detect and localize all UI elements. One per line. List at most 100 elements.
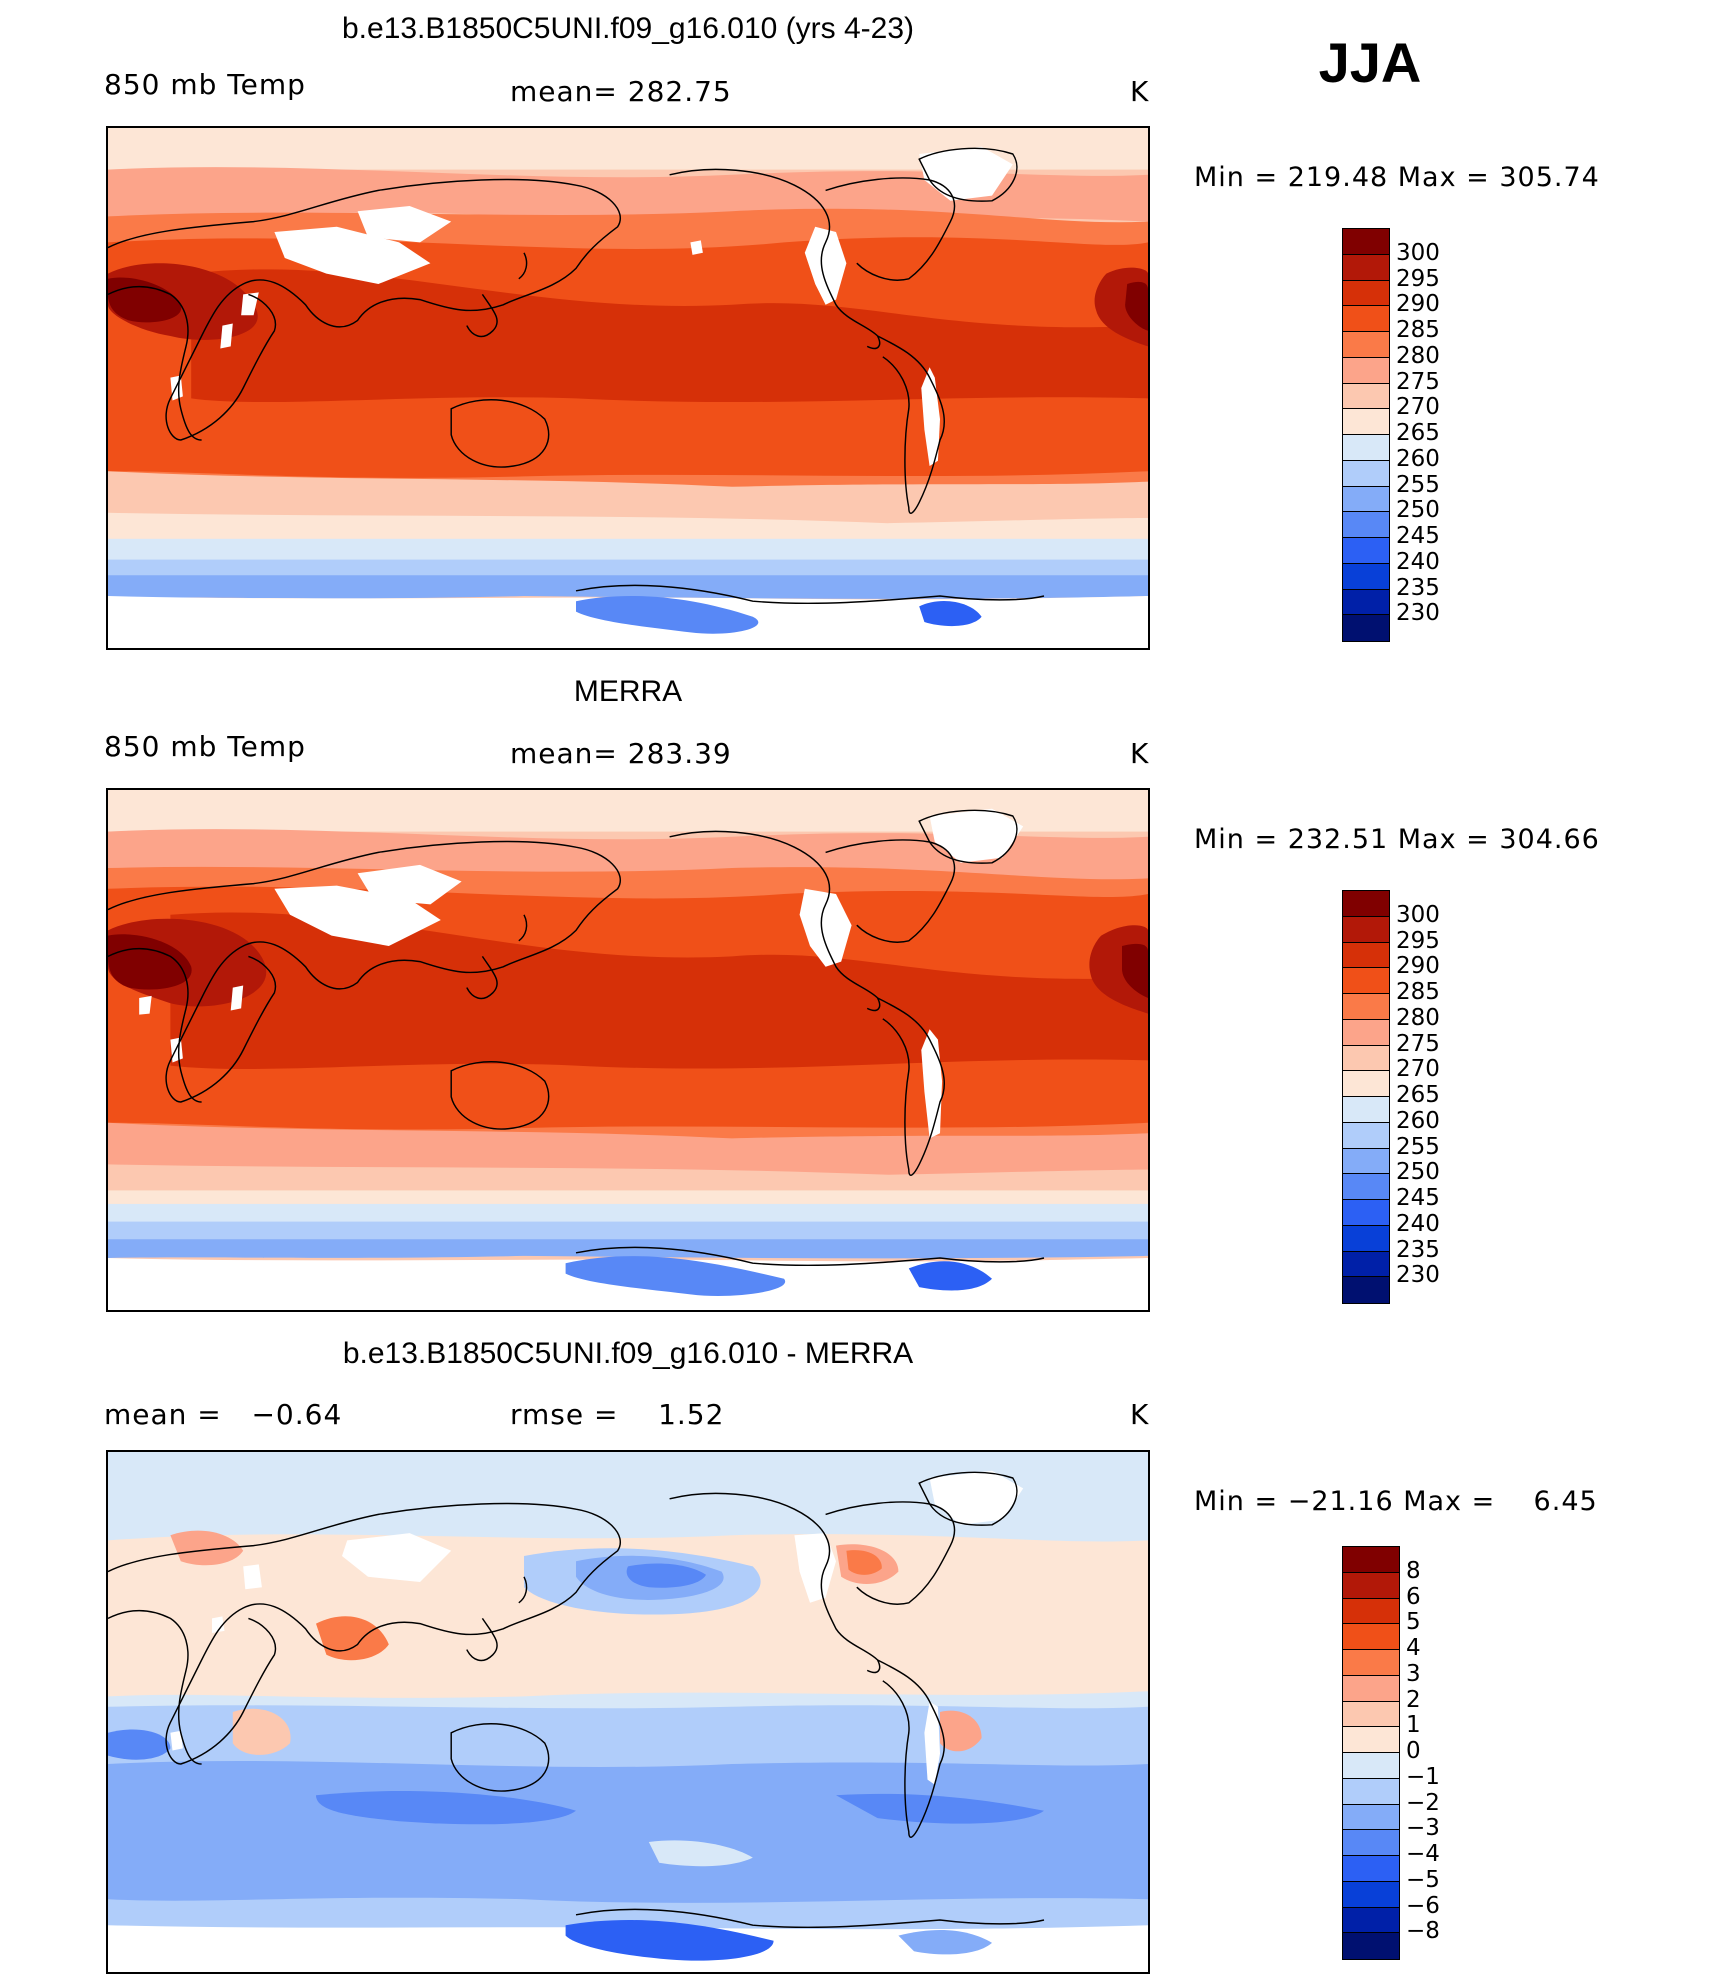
colorbar-swatch bbox=[1343, 460, 1389, 487]
units-label: K bbox=[1130, 1398, 1150, 1431]
mean-label: mean= 283.39 bbox=[510, 737, 732, 770]
colorbar-swatch bbox=[1343, 435, 1389, 461]
rmse-label: rmse = 1.52 bbox=[510, 1398, 725, 1431]
temperature-field bbox=[108, 128, 1148, 648]
colorbar-tick-label: 280 bbox=[1396, 1004, 1440, 1031]
colorbar-tick-label: 250 bbox=[1396, 1159, 1440, 1186]
colorbar-tick-label: −3 bbox=[1406, 1815, 1440, 1842]
colorbar-tick-label: 295 bbox=[1396, 265, 1440, 292]
colorbar-swatch bbox=[1343, 942, 1389, 969]
minmax-label: Min = 219.48 Max = 305.74 bbox=[1194, 162, 1600, 193]
panel-title: b.e13.B1850C5UNI.f09_g16.010 (yrs 4-23) bbox=[341, 12, 915, 45]
mean-label: mean= 282.75 bbox=[510, 75, 732, 108]
colorbar-swatch bbox=[1343, 1650, 1399, 1676]
colorbar-tick-label: 275 bbox=[1396, 1030, 1440, 1057]
colorbar-tick-label: −2 bbox=[1406, 1789, 1440, 1816]
colorbar-tick-label: 240 bbox=[1396, 1210, 1440, 1237]
colorbar-tick-label: 2 bbox=[1406, 1686, 1421, 1713]
colorbar-swatch bbox=[1343, 1572, 1399, 1599]
colorbar-swatch bbox=[1343, 1753, 1399, 1779]
colorbar-tick-label: 250 bbox=[1396, 497, 1440, 524]
colorbar-swatch bbox=[1343, 357, 1389, 384]
colorbar-swatch bbox=[1343, 1097, 1389, 1123]
colorbar-tick-label: 235 bbox=[1396, 1236, 1440, 1263]
colorbar-tick-label: 265 bbox=[1396, 1082, 1440, 1108]
variable-label: 850 mb Temp bbox=[104, 68, 306, 101]
colorbar-swatch bbox=[1343, 1727, 1399, 1753]
colorbar-tick-label: 230 bbox=[1396, 1262, 1440, 1289]
colorbar-swatch bbox=[1343, 1856, 1399, 1882]
colorbar-tick-label: 0 bbox=[1406, 1738, 1421, 1764]
colorbar-tick-label: 285 bbox=[1396, 979, 1440, 1005]
colorbar-swatch bbox=[1343, 1778, 1399, 1805]
colorbar-tick-label: 3 bbox=[1406, 1660, 1421, 1687]
colorbar-tick-label: 260 bbox=[1396, 445, 1440, 472]
colorbar-tick-label: −1 bbox=[1406, 1763, 1440, 1790]
colorbar-swatch bbox=[1343, 1148, 1389, 1175]
colorbar-swatch bbox=[1343, 1624, 1399, 1650]
colorbar-swatch bbox=[1343, 280, 1389, 307]
colorbar-swatch bbox=[1343, 486, 1389, 513]
colorbar-tick-label: 280 bbox=[1396, 342, 1440, 369]
colorbar-tick-label: 265 bbox=[1396, 420, 1440, 446]
colorbar-swatch bbox=[1343, 538, 1389, 564]
colorbar-swatch bbox=[1343, 1045, 1389, 1072]
units-label: K bbox=[1130, 737, 1150, 770]
colorbar-swatch bbox=[1343, 1830, 1399, 1856]
colorbar-tick-label: 295 bbox=[1396, 927, 1440, 954]
colorbar-swatch bbox=[1343, 383, 1389, 410]
colorbar-swatch bbox=[1343, 1071, 1389, 1097]
colorbar-swatch bbox=[1343, 409, 1389, 435]
colorbar-tick-label: 270 bbox=[1396, 394, 1440, 421]
colorbar-tick-label: 245 bbox=[1396, 1185, 1440, 1211]
colorbar-swatch bbox=[1343, 1251, 1389, 1278]
colorbar-swatch bbox=[1343, 1675, 1399, 1702]
panel-title: b.e13.B1850C5UNI.f09_g16.010 - MERRA bbox=[342, 1337, 914, 1370]
colorbar-tick-label: −4 bbox=[1406, 1841, 1440, 1867]
difference-field bbox=[108, 1452, 1148, 1972]
minmax-label: Min = 232.51 Max = 304.66 bbox=[1194, 824, 1600, 855]
colorbar-swatch bbox=[1343, 968, 1389, 994]
colorbar-tick-label: 1 bbox=[1406, 1712, 1421, 1739]
colorbar-tick-label: −6 bbox=[1406, 1892, 1440, 1919]
colorbar-swatch bbox=[1343, 615, 1389, 641]
colorbar-swatch bbox=[1343, 589, 1389, 616]
colorbar-tick-label: 285 bbox=[1396, 317, 1440, 343]
colorbar-tick-label: 255 bbox=[1396, 471, 1440, 498]
colorbar-swatch bbox=[1343, 1174, 1389, 1200]
temperature-field bbox=[108, 790, 1148, 1310]
minmax-label: Min = −21.16 Max = 6.45 bbox=[1194, 1486, 1598, 1517]
variable-label: 850 mb Temp bbox=[104, 730, 306, 763]
colorbar-swatch bbox=[1343, 332, 1389, 358]
colorbar-swatch bbox=[1343, 1933, 1399, 1959]
colorbar-tick-label: 270 bbox=[1396, 1056, 1440, 1083]
colorbar-tick-label: 8 bbox=[1406, 1557, 1421, 1584]
mean-label: mean = −0.64 bbox=[104, 1398, 343, 1431]
colorbar bbox=[1342, 1546, 1400, 1960]
units-label: K bbox=[1130, 75, 1150, 108]
map-diff bbox=[106, 1450, 1150, 1974]
colorbar bbox=[1342, 890, 1390, 1304]
colorbar-swatch bbox=[1343, 891, 1389, 917]
colorbar-swatch bbox=[1343, 512, 1389, 538]
colorbar-swatch bbox=[1343, 1701, 1399, 1728]
colorbar-swatch bbox=[1343, 1881, 1399, 1908]
colorbar-tick-label: −5 bbox=[1406, 1866, 1440, 1893]
coastlines bbox=[108, 1471, 1045, 1929]
colorbar-swatch bbox=[1343, 1200, 1389, 1226]
colorbar-swatch bbox=[1343, 1225, 1389, 1252]
colorbar-swatch bbox=[1343, 1019, 1389, 1046]
colorbar-tick-label: 275 bbox=[1396, 368, 1440, 395]
colorbar-swatch bbox=[1343, 229, 1389, 255]
colorbar-tick-label: 240 bbox=[1396, 548, 1440, 575]
colorbar-swatch bbox=[1343, 1598, 1399, 1625]
colorbar-tick-label: 290 bbox=[1396, 953, 1440, 980]
colorbar-tick-label: 260 bbox=[1396, 1107, 1440, 1134]
colorbar bbox=[1342, 228, 1390, 642]
colorbar-tick-label: 4 bbox=[1406, 1635, 1421, 1661]
colorbar-swatch bbox=[1343, 306, 1389, 332]
colorbar-tick-label: 255 bbox=[1396, 1133, 1440, 1160]
colorbar-tick-label: 230 bbox=[1396, 600, 1440, 627]
colorbar-tick-label: 290 bbox=[1396, 291, 1440, 318]
colorbar-swatch bbox=[1343, 1547, 1399, 1573]
